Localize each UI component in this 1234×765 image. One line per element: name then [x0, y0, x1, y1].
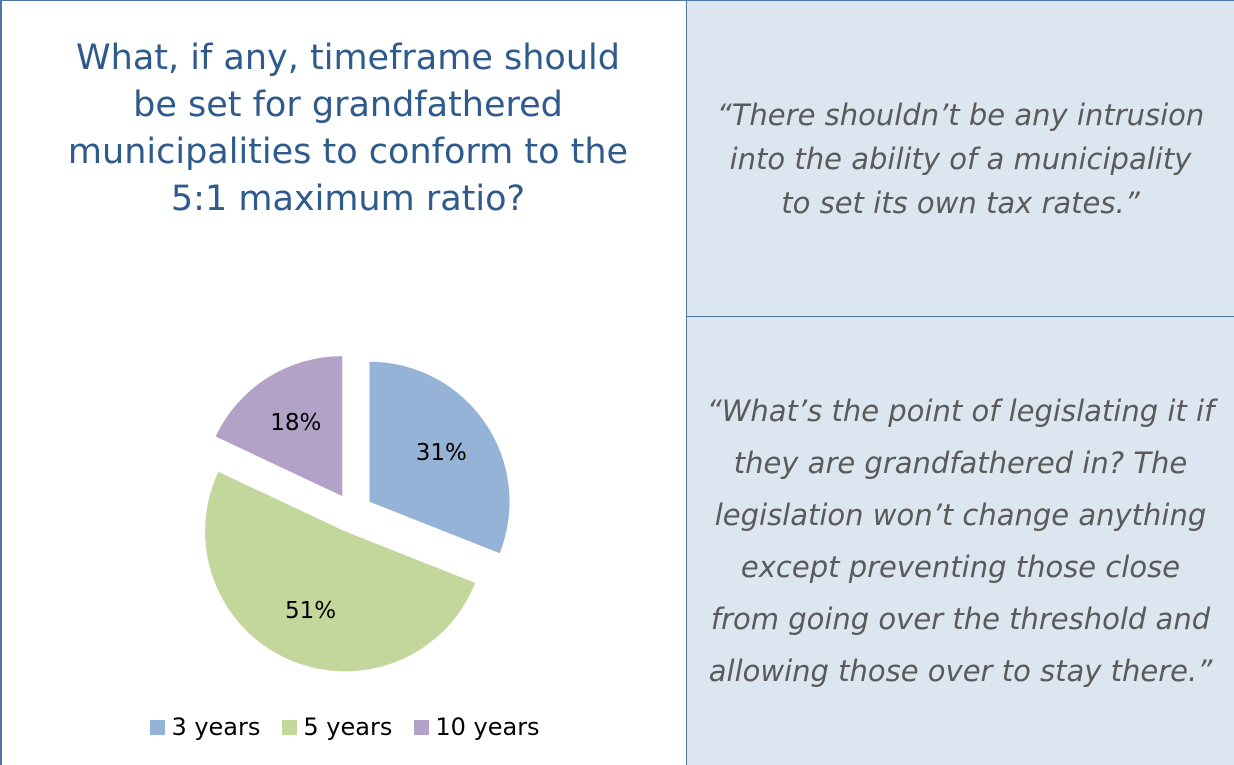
pie-data-label: 51%: [285, 598, 336, 624]
legend-item: 10 years: [414, 713, 540, 741]
chart-title: What, if any, timeframe should be set fo…: [67, 38, 629, 219]
quote-box-2: “What’s the point of legislating it if t…: [687, 317, 1234, 765]
pie-slice-10-years: [215, 356, 343, 497]
legend-swatch: [414, 719, 430, 735]
legend-label: 5 years: [303, 713, 393, 741]
pie-slice-3-years: [369, 361, 510, 554]
quote-box-1: “There shouldn’t be any intrusion into t…: [687, 1, 1234, 317]
quote-text-2: “What’s the point of legislating it if t…: [706, 394, 1215, 688]
legend-swatch: [150, 719, 166, 735]
quotes-panel: “There shouldn’t be any intrusion into t…: [686, 1, 1234, 765]
quote-text-1: “There shouldn’t be any intrusion into t…: [716, 97, 1205, 220]
pie-data-label: 18%: [270, 410, 321, 436]
legend-item: 3 years: [150, 713, 260, 741]
chart-panel: What, if any, timeframe should be set fo…: [0, 1, 686, 765]
legend-label: 10 years: [435, 713, 540, 741]
pie-slice-5-years: [205, 471, 476, 672]
chart-legend: 3 years 5 years 10 years: [2, 713, 688, 741]
pie-chart: 31% 51% 18%: [205, 356, 510, 672]
legend-item: 5 years: [282, 713, 392, 741]
legend-label: 3 years: [171, 713, 261, 741]
legend-swatch: [282, 719, 298, 735]
pie-data-label: 31%: [416, 440, 467, 466]
